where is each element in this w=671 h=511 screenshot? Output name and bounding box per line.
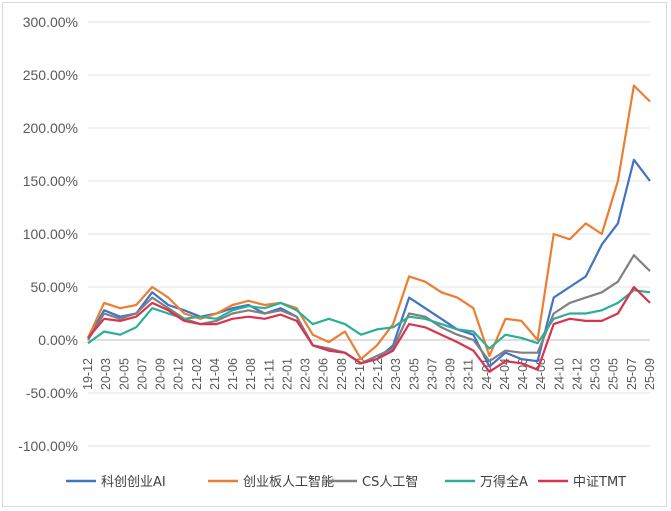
- x-tick-label: 22-08: [335, 358, 349, 390]
- series-line-0: [87, 158, 651, 368]
- y-tick-label: 300.00%: [23, 14, 78, 30]
- x-tick-label: 25-05: [607, 358, 621, 390]
- y-tick-label: 250.00%: [23, 67, 78, 83]
- legend-label: 科创创业AI: [101, 475, 166, 490]
- x-tick-label: 21-04: [208, 358, 222, 390]
- x-tick-label: 24-10: [552, 358, 566, 390]
- y-axis-tick-labels: 300.00% 250.00% 200.00% 150.00% 100.00% 50.00…: [18, 14, 78, 454]
- x-tick-label: 20-03: [99, 358, 113, 390]
- x-tick-label: 22-03: [299, 358, 313, 390]
- x-tick-label: 23-07: [425, 358, 439, 390]
- x-tick-label: 20-09: [154, 358, 168, 390]
- x-tick-label: 21-02: [190, 358, 204, 390]
- x-tick-label: 20-07: [135, 358, 149, 390]
- x-tick-label: 24-04: [498, 358, 512, 390]
- x-axis: 19-12 20-03 20-05 20-07 20-09 20-12 21-02 21-04…: [81, 339, 657, 390]
- x-tick-label: 21-11: [262, 359, 276, 390]
- legend: 科创创业AI 创业板人工智能 CS人工智 万得全A 中证TMT: [66, 474, 626, 490]
- x-tick-label: 23-11: [462, 359, 476, 390]
- x-tick-label: 23-03: [389, 358, 403, 390]
- y-tick-label: -50.00%: [26, 385, 78, 401]
- x-tick-label: 24-12: [570, 358, 584, 390]
- x-tick-label: 19-12: [81, 358, 95, 390]
- y-tick-label: -100.00%: [18, 438, 78, 454]
- series-line-2: [87, 254, 651, 365]
- x-tick-label: 21-06: [226, 358, 240, 390]
- y-tick-label: 50.00%: [31, 279, 78, 295]
- x-tick-label: 23-05: [407, 358, 421, 390]
- series-line-4: [87, 285, 651, 373]
- y-tick-label: 0.00%: [38, 332, 78, 348]
- y-tick-label: 150.00%: [23, 173, 78, 189]
- x-tick-label: 22-10: [353, 358, 367, 390]
- legend-label: 万得全A: [480, 474, 528, 490]
- series-lines: [87, 84, 651, 373]
- y-tick-label: 200.00%: [23, 120, 78, 136]
- x-tick-label: 22-12: [371, 358, 385, 390]
- series-line-1: [87, 84, 651, 361]
- x-tick-label: 20-12: [172, 358, 186, 390]
- legend-label: 中证TMT: [573, 475, 626, 490]
- x-tick-label: 22-06: [317, 358, 331, 390]
- x-tick-label: 25-07: [625, 358, 639, 390]
- chart-frame: [2, 2, 667, 507]
- x-tick-label: 25-09: [643, 358, 657, 390]
- y-tick-label: 100.00%: [23, 226, 78, 242]
- x-tick-label: 24-08: [534, 358, 548, 390]
- x-tick-label: 20-05: [117, 358, 131, 390]
- x-tick-label: 23-09: [444, 358, 458, 390]
- legend-label: CS人工智: [362, 475, 418, 490]
- x-tick-label: 25-03: [589, 358, 603, 390]
- x-tick-label: 22-01: [280, 358, 294, 390]
- legend-label: 创业板人工智能: [243, 475, 334, 490]
- x-tick-label: 21-08: [244, 358, 258, 390]
